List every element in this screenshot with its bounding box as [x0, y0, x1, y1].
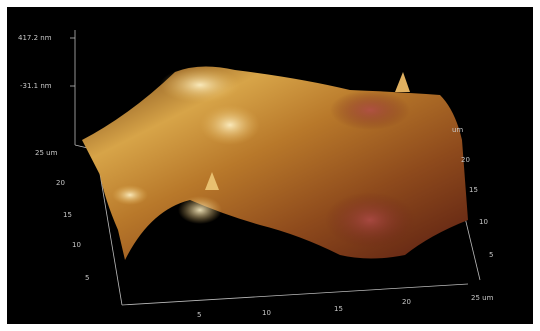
left-tick-label: 5 [85, 274, 89, 282]
bottom-tick-label: 25 um [471, 294, 494, 302]
left-tick-label: 10 [72, 241, 81, 249]
left-tick-label: 25 um [35, 149, 58, 157]
bottom-tick-label: 15 [334, 305, 343, 313]
right-tick-label: um [452, 126, 463, 134]
bottom-tick-label: 10 [262, 309, 271, 317]
bottom-tick-label: 5 [197, 311, 201, 319]
left-tick-label: 15 [63, 211, 72, 219]
right-tick-label: 10 [479, 218, 488, 226]
right-tick-label: 15 [469, 186, 478, 194]
z-min-label: -31.1 nm [20, 82, 52, 90]
bottom-tick-label: 20 [402, 298, 411, 306]
right-tick-label: 20 [461, 156, 470, 164]
left-tick-label: 20 [56, 179, 65, 187]
z-max-label: 417.2 nm [18, 34, 52, 42]
right-tick-label: 5 [489, 251, 493, 259]
afm-view: 417.2 nm -31.1 nm 25 um 20 15 10 5 5 10 … [0, 0, 540, 331]
